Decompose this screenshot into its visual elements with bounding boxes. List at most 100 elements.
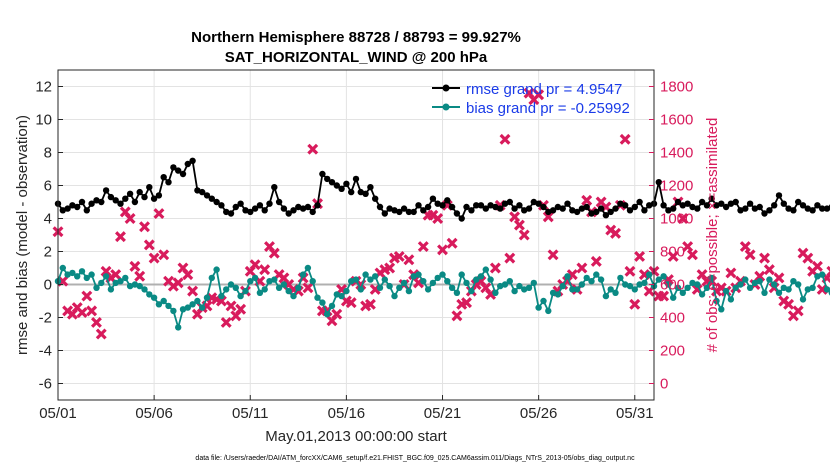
series-point <box>189 301 196 308</box>
series-point <box>761 289 768 296</box>
obs-marker <box>489 262 501 274</box>
series-point <box>285 210 292 217</box>
obs-marker <box>153 208 165 220</box>
legend: rmse grand pr = 4.9547 bias grand pr = -… <box>432 81 630 117</box>
series-point <box>304 264 312 272</box>
series-point <box>275 284 283 291</box>
series-point <box>655 179 662 186</box>
series-point <box>381 210 388 217</box>
series-point <box>732 284 739 291</box>
y-left-tick-label: 2 <box>44 244 52 261</box>
series-point <box>175 324 182 331</box>
obs-marker <box>393 250 405 262</box>
obs-marker <box>739 241 751 253</box>
obs-marker <box>139 221 150 233</box>
series-point <box>597 276 605 283</box>
y-left-tick-label: -4 <box>39 343 52 360</box>
series-point <box>261 286 268 293</box>
obs-marker <box>759 252 771 264</box>
series-point <box>343 180 350 187</box>
obs-marker <box>437 244 448 256</box>
series-point <box>386 205 393 212</box>
series-point <box>819 205 826 212</box>
series-point <box>357 188 364 196</box>
obs-marker <box>634 250 646 262</box>
series-point <box>314 202 321 209</box>
series-point <box>655 276 662 283</box>
series-point <box>588 210 595 217</box>
series-point <box>497 205 504 212</box>
series-point <box>256 289 264 296</box>
obs-marker <box>215 295 227 307</box>
obs-marker <box>499 133 511 145</box>
series-point <box>713 297 720 305</box>
series-point <box>247 278 254 285</box>
series-point <box>578 281 586 288</box>
series-point <box>165 179 172 186</box>
series-point <box>88 200 95 207</box>
x-tick-label: 05/31 <box>616 405 654 422</box>
series-point <box>218 292 225 300</box>
y-axis-left-label: rmse and bias (model - observation) <box>14 115 31 355</box>
series-point <box>497 282 504 290</box>
series-point <box>78 198 86 206</box>
series-point <box>98 279 105 287</box>
series-point <box>501 200 509 207</box>
series-point <box>448 284 456 291</box>
series-point <box>492 289 499 296</box>
series-point <box>477 202 485 209</box>
series-point <box>626 282 634 290</box>
y-axis-right-label: # of obs: o=possible; ×=assimilated <box>704 118 721 353</box>
y-right-tick-label: 800 <box>660 244 685 261</box>
obs-marker <box>581 194 593 206</box>
obs-marker <box>134 270 146 282</box>
obs-marker <box>763 264 775 276</box>
series-point <box>674 284 682 291</box>
y-right-tick-label: 200 <box>660 343 685 360</box>
y-right-tick-label: 1200 <box>660 178 693 195</box>
series-point <box>266 200 273 207</box>
series-point <box>463 279 470 287</box>
series-point <box>448 203 456 211</box>
y-right-tick-label: 1000 <box>660 211 693 228</box>
series-point <box>766 276 773 283</box>
series-point <box>367 184 374 191</box>
series-point <box>516 282 523 290</box>
series-point <box>170 307 177 315</box>
series-point <box>136 188 143 196</box>
series-point <box>492 203 499 211</box>
series-point <box>372 195 379 202</box>
series-point <box>583 203 590 211</box>
series-point <box>194 187 201 194</box>
series-point <box>689 203 696 211</box>
x-axis: 05/01 05/06 05/11 05/16 05/21 05/26 05/31 <box>39 395 654 422</box>
series-point <box>179 306 187 313</box>
series-point <box>487 276 494 283</box>
x-axis-label: May.01,2013 00:00:00 start <box>265 428 447 445</box>
series-point <box>83 207 91 214</box>
obs-marker <box>576 262 588 274</box>
series-point <box>199 188 206 196</box>
series-point <box>434 200 441 207</box>
rmse-series <box>54 157 830 222</box>
obs-marker <box>249 259 261 271</box>
series-point <box>780 200 787 207</box>
series-point <box>631 203 638 211</box>
series-point <box>237 292 244 300</box>
x-tick-label: 05/11 <box>232 405 268 422</box>
series-point <box>141 193 148 201</box>
series-point <box>506 198 513 206</box>
series-point <box>742 276 749 283</box>
obs-marker <box>259 264 271 276</box>
series-point <box>751 279 759 287</box>
series-point <box>679 289 686 296</box>
series-point <box>275 198 283 206</box>
series-point <box>227 210 235 217</box>
plot-area <box>58 70 654 400</box>
series-point <box>771 202 778 209</box>
series-point <box>684 200 691 207</box>
series-point <box>59 264 66 272</box>
series-point <box>468 207 475 214</box>
chart-title: Northern Hemisphere 88728 / 88793 = 99.9… <box>191 29 521 46</box>
series-point <box>573 208 581 216</box>
